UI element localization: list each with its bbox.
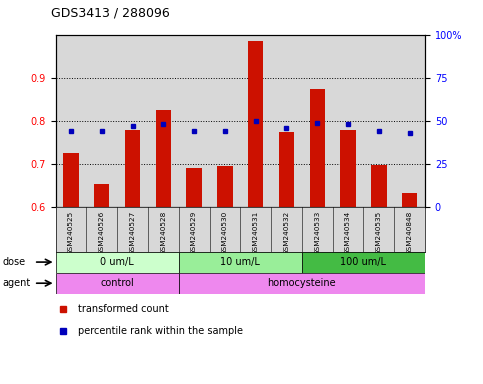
Text: percentile rank within the sample: percentile rank within the sample xyxy=(78,326,243,336)
Bar xyxy=(341,130,356,207)
Bar xyxy=(125,130,140,207)
Text: 0 um/L: 0 um/L xyxy=(100,257,134,267)
Text: agent: agent xyxy=(2,278,30,288)
Text: GSM240535: GSM240535 xyxy=(376,211,382,255)
Text: GSM240532: GSM240532 xyxy=(284,211,289,255)
Text: 100 um/L: 100 um/L xyxy=(341,257,386,267)
Bar xyxy=(179,252,302,273)
Text: GSM240526: GSM240526 xyxy=(99,211,105,255)
Text: transformed count: transformed count xyxy=(78,305,169,314)
Bar xyxy=(371,165,386,207)
Text: control: control xyxy=(100,278,134,288)
Bar xyxy=(94,184,110,207)
Text: GSM240848: GSM240848 xyxy=(407,211,412,255)
Bar xyxy=(310,89,325,207)
Text: GSM240528: GSM240528 xyxy=(160,211,166,255)
Bar xyxy=(279,132,294,207)
Text: GSM240530: GSM240530 xyxy=(222,211,228,255)
Bar xyxy=(186,169,202,207)
Text: GDS3413 / 288096: GDS3413 / 288096 xyxy=(51,6,170,19)
Text: GSM240525: GSM240525 xyxy=(68,211,74,255)
Text: homocysteine: homocysteine xyxy=(268,278,336,288)
Bar xyxy=(217,166,233,207)
Text: GSM240527: GSM240527 xyxy=(129,211,136,255)
Bar xyxy=(56,252,179,273)
Bar xyxy=(248,41,263,207)
Text: dose: dose xyxy=(2,257,26,267)
Text: GSM240531: GSM240531 xyxy=(253,211,259,255)
Bar xyxy=(302,252,425,273)
Text: 10 um/L: 10 um/L xyxy=(220,257,260,267)
Bar xyxy=(179,273,425,294)
Text: GSM240534: GSM240534 xyxy=(345,211,351,255)
Text: GSM240533: GSM240533 xyxy=(314,211,320,255)
Bar xyxy=(156,110,171,207)
Text: GSM240529: GSM240529 xyxy=(191,211,197,255)
Bar xyxy=(56,273,179,294)
Bar xyxy=(402,193,417,207)
Bar xyxy=(63,153,79,207)
